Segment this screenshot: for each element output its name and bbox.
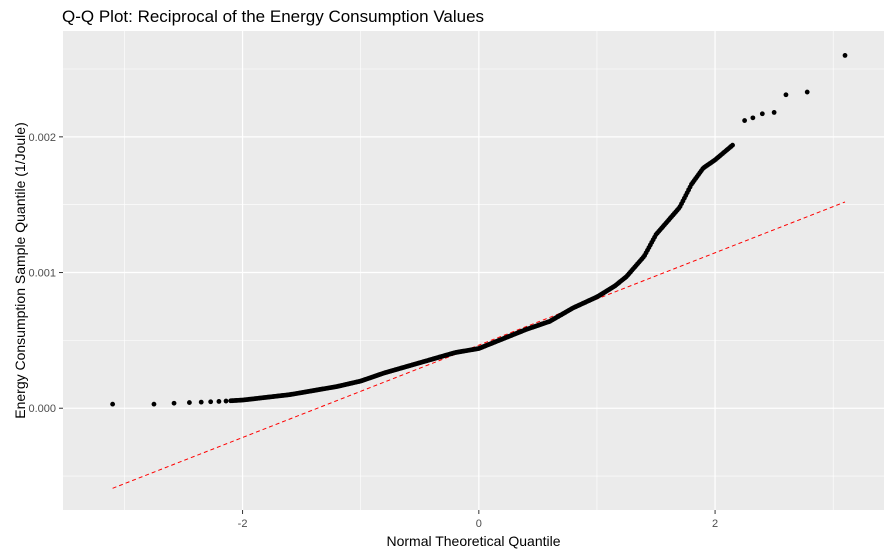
data-point bbox=[216, 399, 222, 404]
data-point bbox=[151, 401, 157, 407]
reference-line bbox=[112, 201, 846, 489]
y-axis-title: Energy Consumption Sample Quantile (1/Jo… bbox=[12, 122, 28, 419]
y-tick-label: 0.001 bbox=[28, 268, 56, 280]
y-axis: 0.000 0.001 0.002 bbox=[28, 132, 63, 415]
y-tick-label: 0.002 bbox=[28, 132, 56, 144]
x-axis-title: Normal Theoretical Quantile bbox=[386, 533, 560, 549]
data-point bbox=[771, 110, 777, 115]
reference-line-layer bbox=[112, 201, 846, 489]
plot-panel bbox=[63, 31, 884, 510]
data-point bbox=[110, 401, 116, 407]
data-point bbox=[198, 399, 204, 405]
data-point bbox=[842, 53, 848, 58]
chart-title: Q-Q Plot: Reciprocal of the Energy Consu… bbox=[62, 7, 484, 26]
x-tick-label: -2 bbox=[238, 518, 248, 530]
data-point bbox=[171, 400, 177, 406]
x-tick-label: 0 bbox=[476, 518, 482, 530]
data-point bbox=[208, 399, 214, 405]
points-layer bbox=[110, 53, 848, 407]
x-axis: -2 0 2 bbox=[238, 510, 718, 530]
data-point bbox=[730, 142, 735, 148]
data-point bbox=[223, 398, 229, 404]
y-tick-label: 0.000 bbox=[28, 403, 56, 415]
data-point bbox=[783, 92, 789, 98]
data-point bbox=[186, 400, 192, 405]
data-point bbox=[750, 115, 756, 121]
data-point bbox=[742, 118, 748, 123]
x-tick-label: 2 bbox=[712, 518, 718, 530]
minor-gridlines bbox=[63, 31, 884, 510]
data-point bbox=[804, 89, 810, 95]
data-point bbox=[759, 111, 765, 117]
major-gridlines bbox=[63, 31, 884, 510]
